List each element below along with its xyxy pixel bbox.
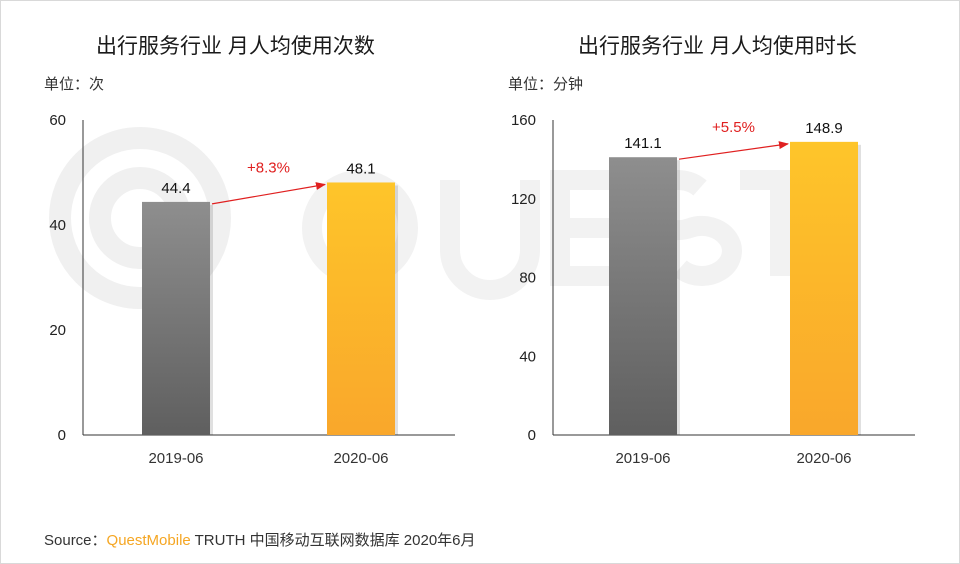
left-growth-arrow [211,182,326,205]
right-growth-label: +5.5% [712,119,755,136]
left-y-tick-label: 40 [49,217,66,234]
right-y-tick-label: 120 [511,191,536,208]
left-growth-label: +8.3% [247,159,290,176]
right-x-tick-label: 2019-06 [615,450,670,467]
left-bar-2019-06 [142,201,210,435]
left-x-tick-label: 2019-06 [148,450,203,467]
right-unit-label: 单位：分钟 [508,76,584,93]
left-data-label: 44.4 [161,180,190,197]
right-y-tick-label: 160 [511,112,536,129]
left-bar-2020-06 [327,182,395,435]
left-bar-chart: 0 20 40 60 44.4 2019-06 48.1 2020-06 +8.3% [49,112,455,467]
right-data-label: 148.9 [805,120,843,137]
right-y-tick-label: 40 [519,348,536,365]
left-y-tick-label: 0 [58,427,66,444]
right-bar-2019-06 [609,157,677,435]
source-prefix: Source： [44,532,107,549]
left-data-label: 48.1 [346,160,375,177]
right-growth-arrow [678,141,789,160]
left-y-tick-label: 60 [49,112,66,129]
right-bar-chart: 0 40 80 120 160 141.1 2019-06 148.9 2020-06 +5.5% [511,112,915,467]
source-note: Source：QuestMobile TRUTH 中国移动互联网数据库 2020… [44,529,476,550]
source-suffix: TRUTH 中国移动互联网数据库 2020年6月 [190,532,476,549]
left-unit-label: 单位：次 [44,76,105,93]
right-x-tick-label: 2020-06 [796,450,851,467]
right-y-tick-label: 80 [519,270,536,287]
left-chart-title: 出行服务行业 月人均使用次数 [96,35,375,58]
right-chart-title: 出行服务行业 月人均使用时长 [578,35,857,58]
right-data-label: 141.1 [624,135,662,152]
left-x-tick-label: 2020-06 [333,450,388,467]
right-y-tick-label: 0 [528,427,536,444]
left-y-tick-label: 20 [49,322,66,339]
source-brand: QuestMobile [106,532,191,549]
right-bar-2020-06 [790,141,858,435]
